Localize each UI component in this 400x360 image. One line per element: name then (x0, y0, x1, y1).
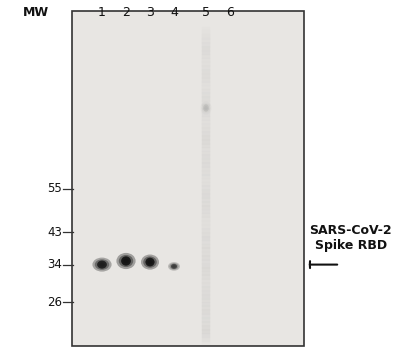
Text: 2: 2 (122, 6, 130, 19)
Text: 5: 5 (202, 6, 210, 19)
Ellipse shape (146, 258, 154, 266)
Ellipse shape (203, 104, 209, 112)
Text: 55: 55 (47, 183, 62, 195)
Ellipse shape (147, 260, 153, 264)
Ellipse shape (204, 106, 208, 110)
Text: MW: MW (23, 6, 49, 19)
Ellipse shape (92, 258, 112, 271)
Ellipse shape (97, 261, 107, 268)
Ellipse shape (203, 105, 209, 111)
Text: 1: 1 (98, 6, 106, 19)
Text: 3: 3 (146, 6, 154, 19)
Ellipse shape (146, 258, 154, 266)
Ellipse shape (119, 255, 133, 267)
Ellipse shape (97, 261, 107, 269)
Ellipse shape (141, 255, 159, 270)
FancyBboxPatch shape (72, 11, 304, 346)
Text: 34: 34 (47, 258, 62, 271)
Ellipse shape (116, 253, 136, 269)
Ellipse shape (143, 256, 157, 268)
Text: 43: 43 (47, 226, 62, 239)
Text: 4: 4 (170, 6, 178, 19)
Ellipse shape (121, 257, 131, 265)
Ellipse shape (172, 265, 176, 268)
Ellipse shape (168, 262, 180, 271)
Text: SARS-CoV-2
Spike RBD: SARS-CoV-2 Spike RBD (309, 224, 392, 252)
Ellipse shape (170, 263, 178, 270)
Text: 26: 26 (47, 296, 62, 309)
Ellipse shape (171, 264, 177, 269)
Ellipse shape (171, 264, 177, 269)
Ellipse shape (121, 256, 131, 266)
Ellipse shape (95, 259, 109, 270)
Ellipse shape (99, 262, 105, 267)
Text: 6: 6 (226, 6, 234, 19)
Ellipse shape (123, 258, 129, 264)
